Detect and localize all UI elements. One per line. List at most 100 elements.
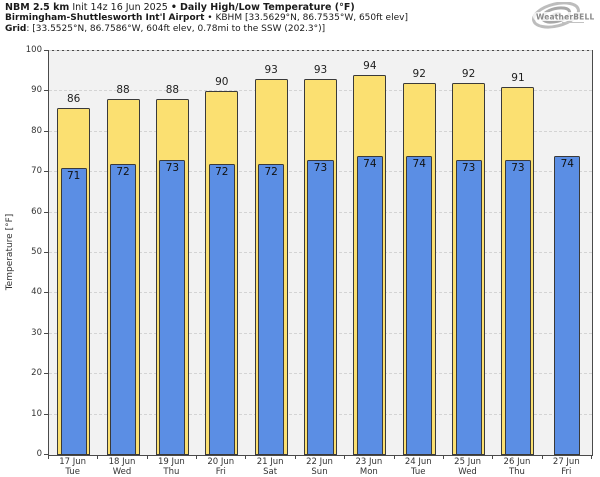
x-category-label: 17 Jun Tue (43, 457, 103, 477)
bar-column: 92 73 (444, 51, 493, 455)
x-tick-mark (541, 455, 543, 459)
x-tick-mark (196, 455, 198, 459)
high-value-label: 86 (67, 92, 81, 105)
separator-bullet: • (170, 2, 177, 13)
model-name: NBM 2.5 km (5, 2, 70, 13)
x-category-label: 22 Jun Sun (290, 457, 350, 477)
low-bar: 74 (356, 156, 383, 455)
low-value-label: 71 (66, 170, 81, 183)
y-tick-mark (44, 373, 48, 375)
low-value-label: 73 (165, 162, 180, 175)
low-bar: 73 (504, 160, 532, 455)
x-category-date: 26 Jun (503, 457, 531, 467)
x-category-label: 23 Jun Mon (339, 457, 399, 477)
x-category-day: Sun (311, 467, 328, 477)
y-tick-mark (44, 90, 48, 92)
x-category-label: 19 Jun Thu (141, 457, 201, 477)
x-category-day: Tue (410, 467, 426, 477)
low-value-label: 74 (412, 158, 426, 171)
x-category-label: 24 Jun Tue (388, 457, 448, 477)
low-value-label: 73 (511, 162, 525, 175)
header-line-3: Grid: [33.5525°N, 86.7586°W, 604ft elev,… (5, 24, 408, 35)
y-tick-label: 0 (36, 449, 42, 459)
x-category-day: Sat (263, 467, 278, 477)
bar-column: 91 73 (493, 51, 542, 455)
bar-column: 92 74 (395, 51, 444, 455)
x-tick-mark (492, 455, 494, 459)
y-tick-label: 80 (31, 125, 42, 136)
x-category-day: Fri (561, 467, 572, 477)
x-category-day: Wed (458, 467, 477, 477)
y-tick-label: 10 (31, 408, 42, 419)
low-bar: 73 (159, 160, 186, 455)
bar-column: 93 73 (296, 51, 345, 455)
y-tick-label: 40 (31, 287, 42, 298)
low-value-label: 73 (313, 162, 328, 175)
low-value-label: 72 (116, 166, 130, 179)
high-value-label: 90 (215, 76, 229, 89)
bar-column: 90 72 (197, 51, 246, 455)
x-category-date: 23 Jun (355, 457, 383, 467)
x-category-day: Thu (508, 467, 525, 477)
x-category-label: 25 Jun Wed (438, 457, 498, 477)
x-category-date: 25 Jun (454, 457, 481, 467)
x-category-date: 18 Jun (108, 457, 136, 467)
bar-column: 88 73 (148, 51, 197, 455)
x-tick-mark (146, 455, 148, 459)
y-tick-mark (44, 50, 48, 51)
y-tick-mark (44, 130, 48, 132)
high-value-label: 92 (412, 68, 426, 81)
x-tick-mark (442, 455, 444, 459)
low-bar: 74 (554, 156, 581, 455)
x-category-day: Wed (112, 467, 132, 477)
high-value-label: 88 (165, 84, 180, 97)
grid-label: Grid (5, 24, 27, 34)
low-bar: 72 (208, 164, 235, 455)
x-category-date: 20 Jun (207, 457, 235, 467)
y-tick-label: 70 (31, 166, 42, 177)
low-bar: 73 (307, 160, 334, 455)
y-tick-mark (44, 292, 48, 294)
low-value-label: 72 (215, 166, 229, 179)
y-tick-label: 90 (31, 85, 42, 96)
low-bar: 72 (109, 164, 137, 455)
bar-column: 94 74 (345, 51, 394, 455)
init-time: Init 14z 16 Jun 2025 (72, 2, 168, 13)
y-tick-label: 50 (31, 247, 42, 257)
bar-column: 88 72 (98, 51, 147, 455)
y-tick-mark (44, 171, 48, 173)
bar-column: 74 (543, 51, 592, 455)
y-tick-mark (44, 413, 48, 415)
x-tick-mark (97, 455, 99, 459)
high-value-label: 92 (461, 68, 476, 81)
x-category-label: 26 Jun Thu (487, 457, 547, 477)
y-tick-label: 100 (25, 45, 42, 55)
svg-text:WeatherBELL: WeatherBELL (536, 13, 594, 22)
y-tick-mark (44, 211, 48, 213)
y-tick-label: 20 (31, 368, 42, 379)
x-category-day: Tue (65, 467, 80, 477)
plot-area: 86 71 88 72 88 73 90 72 93 72 93 73 94 74 92 74 92 73 91 73… (48, 50, 593, 456)
x-tick-mark (344, 455, 346, 459)
x-category-date: 22 Jun (306, 457, 333, 467)
x-tick-mark (591, 455, 592, 459)
high-value-label: 93 (264, 64, 278, 77)
y-tick-mark (44, 332, 48, 334)
grid-details: : [33.5525°N, 86.7586°W, 604ft elev, 0.7… (26, 24, 326, 34)
y-tick-mark (44, 252, 48, 253)
station-details: KBHM [33.5629°N, 86.7535°W, 650ft elev] (215, 13, 408, 23)
weatherbell-swirl-icon: WeatherBELL (532, 1, 594, 29)
x-category-date: 17 Jun (59, 457, 87, 467)
high-value-label: 88 (116, 84, 130, 97)
x-category-date: 27 Jun (552, 457, 580, 467)
low-value-label: 72 (264, 166, 278, 179)
low-bar: 72 (258, 164, 285, 455)
low-value-label: 74 (560, 158, 574, 171)
x-category-date: 21 Jun (256, 457, 284, 467)
x-category-label: 27 Jun Fri (536, 457, 596, 477)
high-value-label: 91 (511, 72, 525, 85)
x-category-day: Thu (163, 467, 180, 477)
high-value-label: 93 (313, 64, 328, 77)
bar-column: 93 72 (246, 51, 295, 455)
low-bar: 74 (406, 156, 433, 455)
